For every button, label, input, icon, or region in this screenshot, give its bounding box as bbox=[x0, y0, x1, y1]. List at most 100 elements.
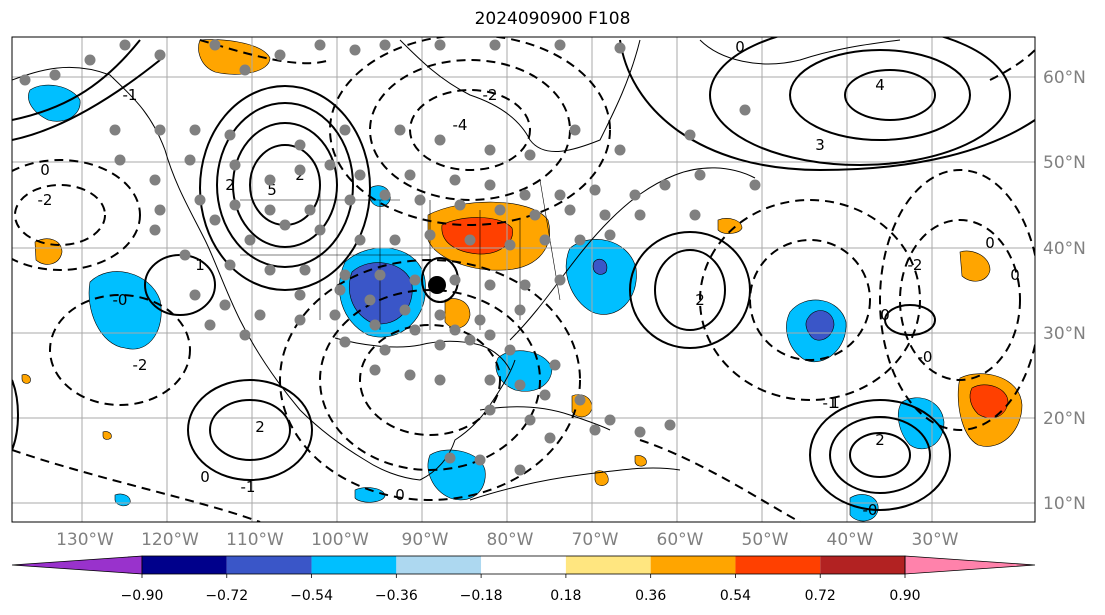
longitude-tick-label: 70°W bbox=[572, 530, 619, 550]
contour-value-label: 2 bbox=[225, 176, 235, 194]
station-dot bbox=[614, 42, 626, 54]
colorbar-tick-label: 0.18 bbox=[550, 588, 581, 604]
station-dot bbox=[474, 314, 486, 326]
station-dot bbox=[339, 269, 351, 281]
contour-positive bbox=[187, 379, 313, 481]
station-dot bbox=[434, 134, 446, 146]
contour-value-label: -2 bbox=[483, 86, 498, 104]
station-dot bbox=[694, 169, 706, 181]
station-dot bbox=[484, 144, 496, 156]
contour-value-label: -2 bbox=[908, 256, 923, 274]
station-dot bbox=[589, 184, 601, 196]
longitude-tick-label: 100°W bbox=[311, 530, 369, 550]
station-dot bbox=[339, 336, 351, 348]
station-dot bbox=[659, 179, 671, 191]
contour-positive bbox=[12, 59, 161, 141]
station-dot bbox=[229, 159, 241, 171]
station-dot bbox=[244, 234, 256, 246]
colorbar-upper-extend bbox=[904, 555, 1036, 575]
contour-value-label: -1 bbox=[241, 478, 256, 496]
colorbar-tick-label: 0.54 bbox=[720, 588, 751, 604]
station-dot bbox=[239, 329, 251, 341]
contour-value-label: -0 bbox=[863, 501, 878, 519]
contour-negative bbox=[899, 219, 1021, 381]
longitude-tick-label: 60°W bbox=[657, 530, 704, 550]
station-dot bbox=[294, 164, 306, 176]
colorbar-tick-label: −0.36 bbox=[375, 588, 418, 604]
colorbar-segment bbox=[311, 556, 397, 574]
shade-blob bbox=[969, 384, 1009, 419]
colorbar: −0.90 −0.72 −0.54 −0.36 −0.18 0.18 0.36 0.54 0.7… bbox=[11, 555, 1036, 604]
longitude-tick-label: 50°W bbox=[742, 530, 789, 550]
latitude-tick-label: 60°N bbox=[1043, 68, 1086, 88]
contour-negative bbox=[12, 449, 261, 522]
contour-value-label: 0 bbox=[735, 38, 745, 56]
station-dot bbox=[484, 374, 496, 386]
contour-positive bbox=[216, 102, 354, 268]
station-dot bbox=[599, 209, 611, 221]
longitude-labels: 130°W 120°W 110°W 100°W 90°W 80°W 70°W 60°W 50°W… bbox=[56, 530, 959, 550]
station-markers bbox=[19, 39, 761, 476]
contour-negative bbox=[279, 259, 581, 501]
station-dot bbox=[189, 124, 201, 136]
contour-positive bbox=[809, 399, 951, 511]
contour-negative bbox=[49, 294, 191, 406]
shade-blob bbox=[897, 397, 945, 450]
contour-positive bbox=[209, 399, 291, 461]
colorbar-tick-label: −0.72 bbox=[205, 588, 248, 604]
contours bbox=[12, 37, 1035, 511]
station-dot bbox=[519, 189, 531, 201]
station-dot bbox=[549, 359, 561, 371]
shade-blob bbox=[717, 218, 743, 234]
station-dot bbox=[454, 199, 466, 211]
colorbar-tick-label: −0.90 bbox=[121, 588, 164, 604]
colorbar-tick-label: 0.72 bbox=[805, 588, 836, 604]
station-dot bbox=[519, 279, 531, 291]
longitude-tick-label: 120°W bbox=[141, 530, 199, 550]
contour-value-label: -0 bbox=[113, 291, 128, 309]
station-dot bbox=[379, 344, 391, 356]
station-dot bbox=[434, 39, 446, 51]
station-dot bbox=[154, 49, 166, 61]
station-dot bbox=[434, 339, 446, 351]
station-dot bbox=[354, 169, 366, 181]
station-dot bbox=[684, 129, 696, 141]
station-dot bbox=[539, 234, 551, 246]
contour-negative bbox=[329, 37, 611, 226]
graticule bbox=[12, 37, 1035, 522]
colorbar-segment bbox=[142, 556, 227, 574]
coastline-south-america bbox=[469, 467, 681, 501]
contour-negative bbox=[879, 169, 1035, 431]
colorbar-frame bbox=[141, 555, 906, 575]
contour-negative bbox=[639, 439, 801, 522]
contour-labels: 2513422122-2-4-20-1-1-2-000-2-100-00-00 bbox=[38, 38, 1020, 519]
contour-value-label: 1 bbox=[195, 256, 205, 274]
station-dot bbox=[569, 124, 581, 136]
station-dot bbox=[19, 74, 31, 86]
station-dot bbox=[444, 452, 456, 464]
contour-value-label: 2 bbox=[255, 418, 265, 436]
station-dot bbox=[339, 124, 351, 136]
station-dot bbox=[154, 204, 166, 216]
station-dot bbox=[84, 54, 96, 66]
station-dot bbox=[149, 174, 161, 186]
station-dot bbox=[279, 219, 291, 231]
station-dot bbox=[614, 144, 626, 156]
coastline-greenland bbox=[699, 39, 901, 65]
colorbar-tick-label: 0.36 bbox=[635, 588, 666, 604]
station-dot bbox=[484, 179, 496, 191]
longitude-tick-label: 40°W bbox=[827, 530, 874, 550]
station-dot bbox=[484, 329, 496, 341]
contour-value-label: -1 bbox=[823, 394, 838, 412]
station-dot bbox=[294, 139, 306, 151]
shade-blob bbox=[28, 84, 81, 122]
contour-negative bbox=[12, 159, 141, 271]
station-dot bbox=[379, 39, 391, 51]
shade-blob bbox=[21, 374, 31, 384]
shade-blob bbox=[565, 239, 637, 315]
shade-blob bbox=[114, 493, 131, 507]
contour-value-label: 3 bbox=[815, 136, 825, 154]
contour-positive bbox=[232, 122, 338, 248]
latitude-tick-label: 40°N bbox=[1043, 239, 1086, 259]
